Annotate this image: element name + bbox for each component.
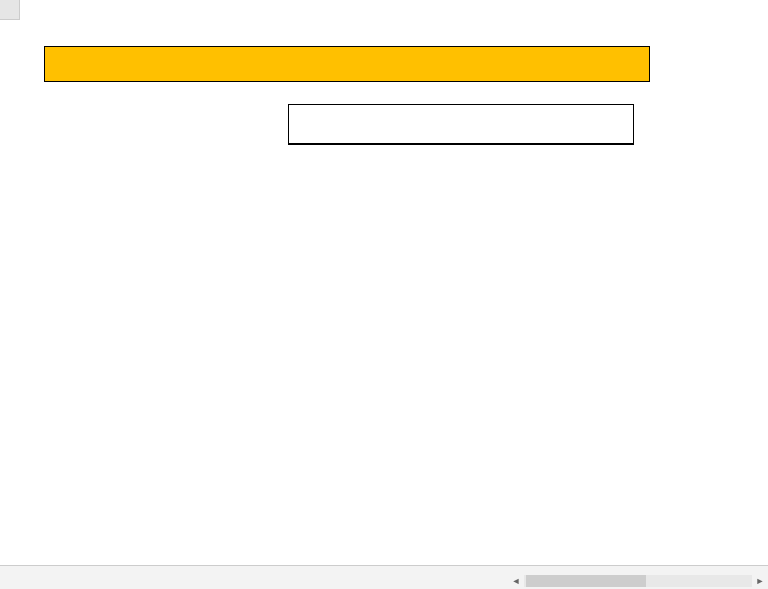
ttest-col2-label bbox=[565, 135, 633, 143]
scroll-right-icon[interactable]: ► bbox=[752, 573, 768, 589]
horizontal-scrollbar[interactable]: ◄ ► bbox=[508, 573, 768, 589]
ttest-header-row bbox=[289, 135, 633, 144]
ttest-output bbox=[288, 104, 634, 145]
scroll-thumb[interactable] bbox=[526, 575, 646, 587]
page-title bbox=[44, 46, 650, 82]
scroll-left-icon[interactable]: ◄ bbox=[508, 573, 524, 589]
ttest-col1-label bbox=[497, 135, 565, 143]
sheet-tabs-bar: ◄ ► bbox=[0, 565, 768, 589]
select-all-corner[interactable] bbox=[0, 0, 20, 20]
ttest-title bbox=[289, 105, 633, 117]
